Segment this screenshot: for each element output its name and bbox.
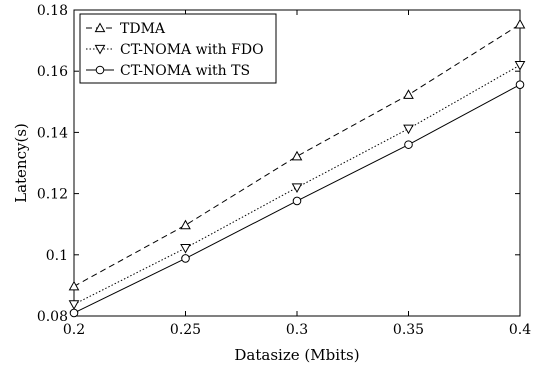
series-layer: [68, 18, 526, 318]
series-line: [73, 23, 521, 287]
legend: TDMA CT-NOMA with FDO CT-NOMA with TS: [79, 13, 277, 84]
legend-label: CT-NOMA with FDO: [120, 42, 264, 58]
x-tick-label: 0.4: [509, 322, 531, 338]
y-tick-label: 0.18: [37, 3, 68, 19]
legend-marker: [95, 65, 105, 75]
data-point: [181, 254, 190, 263]
x-tick-label: 0.2: [63, 322, 85, 338]
data-point: [180, 243, 191, 254]
legend-marker: [94, 22, 106, 33]
data-point: [514, 18, 526, 29]
data-point: [69, 308, 79, 318]
data-point: [68, 300, 80, 310]
x-tick-label: 0.25: [170, 322, 201, 338]
data-point: [515, 80, 525, 89]
series-1: [68, 60, 526, 310]
data-point: [68, 280, 80, 291]
data-point: [404, 140, 413, 149]
x-tick-label: 0.35: [393, 322, 424, 338]
data-point: [514, 60, 526, 71]
data-point: [403, 124, 414, 135]
data-point: [180, 219, 191, 230]
data-point: [291, 183, 303, 194]
legend-label: CT-NOMA with TS: [120, 63, 250, 79]
data-point: [403, 89, 414, 99]
data-point: [291, 150, 303, 161]
y-tick-label: 0.08: [37, 309, 68, 325]
series-2: [69, 80, 525, 318]
y-tick-label: 0.14: [37, 125, 68, 141]
legend-marker: [94, 44, 106, 55]
legend-box: [79, 13, 277, 84]
x-axis-title: Datasize (Mbits): [234, 346, 359, 364]
series-0: [68, 18, 526, 291]
series-line: [73, 64, 521, 305]
x-tick-label: 0.3: [286, 322, 308, 338]
legend-label: TDMA: [120, 21, 166, 37]
y-axis-title: Latency(s): [12, 123, 30, 203]
y-tick-label: 0.16: [37, 64, 68, 80]
y-tick-label: 0.12: [37, 187, 68, 203]
data-point: [292, 196, 302, 206]
y-tick-label: 0.1: [46, 248, 68, 264]
